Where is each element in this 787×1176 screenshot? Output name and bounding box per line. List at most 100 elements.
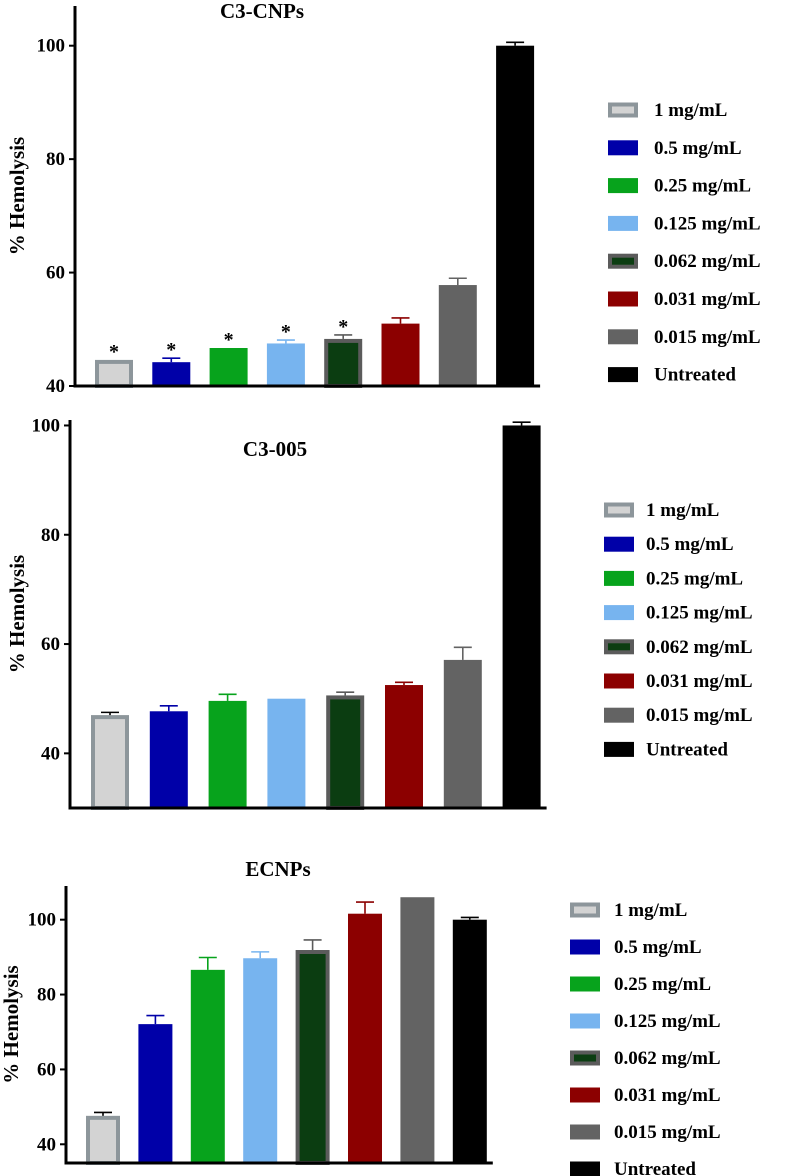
legend-swatch-1: [604, 502, 634, 518]
bar-8: [502, 425, 541, 808]
legend-swatch-7: [608, 329, 638, 345]
error-bar-2: [162, 357, 181, 363]
legend-swatch-2: [608, 140, 638, 156]
error-bar-8: [506, 41, 525, 46]
legend-label-2: 0.5 mg/mL: [654, 138, 742, 159]
legend-swatch-3: [604, 570, 634, 586]
legend-swatch-7: [570, 1124, 600, 1140]
y-tick-label: 40: [37, 1134, 56, 1155]
significance-mark-4: *: [281, 321, 291, 343]
y-tick-label: 60: [41, 634, 60, 655]
legend-label-5: 0.062 mg/mL: [614, 1048, 721, 1069]
bar-4: [266, 343, 305, 386]
bar-5: [324, 338, 363, 389]
bar-8: [452, 919, 487, 1163]
error-bar-5: [334, 334, 353, 339]
legend-label-7: 0.015 mg/mL: [646, 705, 753, 726]
legend-swatch-8: [604, 741, 634, 757]
legend-label-8: Untreated: [654, 365, 736, 386]
legend-label-2: 0.5 mg/mL: [614, 937, 702, 958]
legend-label-6: 0.031 mg/mL: [654, 289, 761, 310]
legend-swatch-4: [604, 605, 634, 621]
legend-label-1: 1 mg/mL: [646, 500, 719, 521]
legend-swatch-3: [570, 976, 600, 992]
legend-label-6: 0.031 mg/mL: [614, 1085, 721, 1106]
bar-7: [438, 285, 477, 386]
legend-swatch-2: [570, 939, 600, 955]
chart-panel-2: C3-005 % Hemolysis 40 60 80 100 1 mg/mL 0.5 mg/…: [5, 415, 753, 810]
error-bar-6: [395, 681, 413, 686]
legend-swatch-1: [608, 102, 638, 118]
error-bar-1: [94, 1111, 112, 1116]
legend-label-7: 0.015 mg/mL: [654, 327, 761, 348]
significance-mark-1: *: [109, 341, 119, 363]
y-axis-label: % Hemolysis: [0, 965, 23, 1083]
bar-6: [385, 685, 423, 808]
legend-label-4: 0.125 mg/mL: [646, 603, 753, 624]
legend-swatch-8: [608, 367, 638, 383]
y-tick-label: 100: [37, 36, 66, 57]
legend-swatch-5: [608, 253, 638, 269]
significance-mark-5: *: [338, 316, 348, 338]
legend-label-3: 0.25 mg/mL: [654, 176, 751, 197]
legend-swatch-5: [604, 639, 634, 655]
chart-title: ECNPs: [245, 857, 310, 881]
chart-title: C3-005: [243, 437, 307, 461]
bar-2: [149, 711, 188, 808]
legend-label-7: 0.015 mg/mL: [614, 1122, 721, 1143]
y-tick-label: 100: [28, 910, 57, 931]
bar-2: [138, 1024, 173, 1163]
error-bar-2: [159, 705, 178, 712]
legend-label-5: 0.062 mg/mL: [654, 251, 761, 272]
error-bar-8: [460, 916, 479, 920]
bar-3: [209, 348, 248, 386]
error-bar-8: [512, 421, 531, 426]
legend: 1 mg/mL 0.5 mg/mL 0.25 mg/mL 0.125 mg/mL 0.0…: [570, 900, 721, 1176]
error-bar-2: [146, 1014, 165, 1025]
legend-swatch-4: [570, 1013, 600, 1029]
legend-swatch-1: [570, 902, 600, 918]
bar-3: [190, 969, 225, 1163]
bar-4: [243, 958, 278, 1163]
legend-label-5: 0.062 mg/mL: [646, 637, 753, 658]
bar-8: [496, 45, 535, 387]
legend-label-4: 0.125 mg/mL: [614, 1011, 721, 1032]
legend: 1 mg/mL 0.5 mg/mL 0.25 mg/mL 0.125 mg/mL 0.0…: [608, 100, 761, 386]
bar-4: [267, 698, 306, 808]
significance-mark-3: *: [224, 329, 234, 351]
legend-label-3: 0.25 mg/mL: [646, 568, 743, 589]
y-axis-label: % Hemolysis: [5, 137, 29, 255]
bar-3: [208, 700, 247, 808]
legend-swatch-6: [604, 673, 634, 689]
error-bar-4: [251, 951, 270, 959]
legend-swatch-4: [608, 215, 638, 231]
bar-2: [152, 362, 191, 386]
legend-swatch-8: [570, 1161, 600, 1176]
error-bar-6: [391, 317, 410, 324]
error-bar-6: [356, 901, 374, 914]
legend-label-4: 0.125 mg/mL: [654, 213, 761, 234]
error-bar-3: [198, 956, 217, 970]
bar-1: [86, 1115, 120, 1165]
y-tick-label: 40: [46, 376, 65, 397]
bar-6: [348, 913, 382, 1163]
y-tick-label: 80: [46, 149, 65, 170]
y-tick-label: 40: [41, 743, 60, 764]
error-bar-7: [448, 277, 467, 286]
bar-7: [443, 659, 482, 808]
significance-mark-2: *: [166, 339, 176, 361]
bar-1: [95, 359, 133, 389]
legend-swatch-2: [604, 536, 634, 552]
y-tick-label: 60: [46, 263, 65, 284]
chart-title: C3-CNPs: [220, 0, 304, 23]
y-tick-label: 100: [32, 415, 61, 436]
chart-panel-1: C3-CNPs % Hemolysis * * * * * 40 60 80 100 1 mg/mL 0…: [5, 0, 761, 397]
legend-label-6: 0.031 mg/mL: [646, 671, 753, 692]
error-bar-3: [218, 693, 237, 701]
bar-1: [91, 715, 129, 810]
error-bar-7: [453, 646, 472, 660]
legend: 1 mg/mL 0.5 mg/mL 0.25 mg/mL 0.125 mg/mL 0.0…: [604, 500, 753, 760]
y-tick-label: 80: [41, 525, 60, 546]
error-bar-4: [276, 339, 295, 344]
legend-swatch-7: [604, 707, 634, 723]
